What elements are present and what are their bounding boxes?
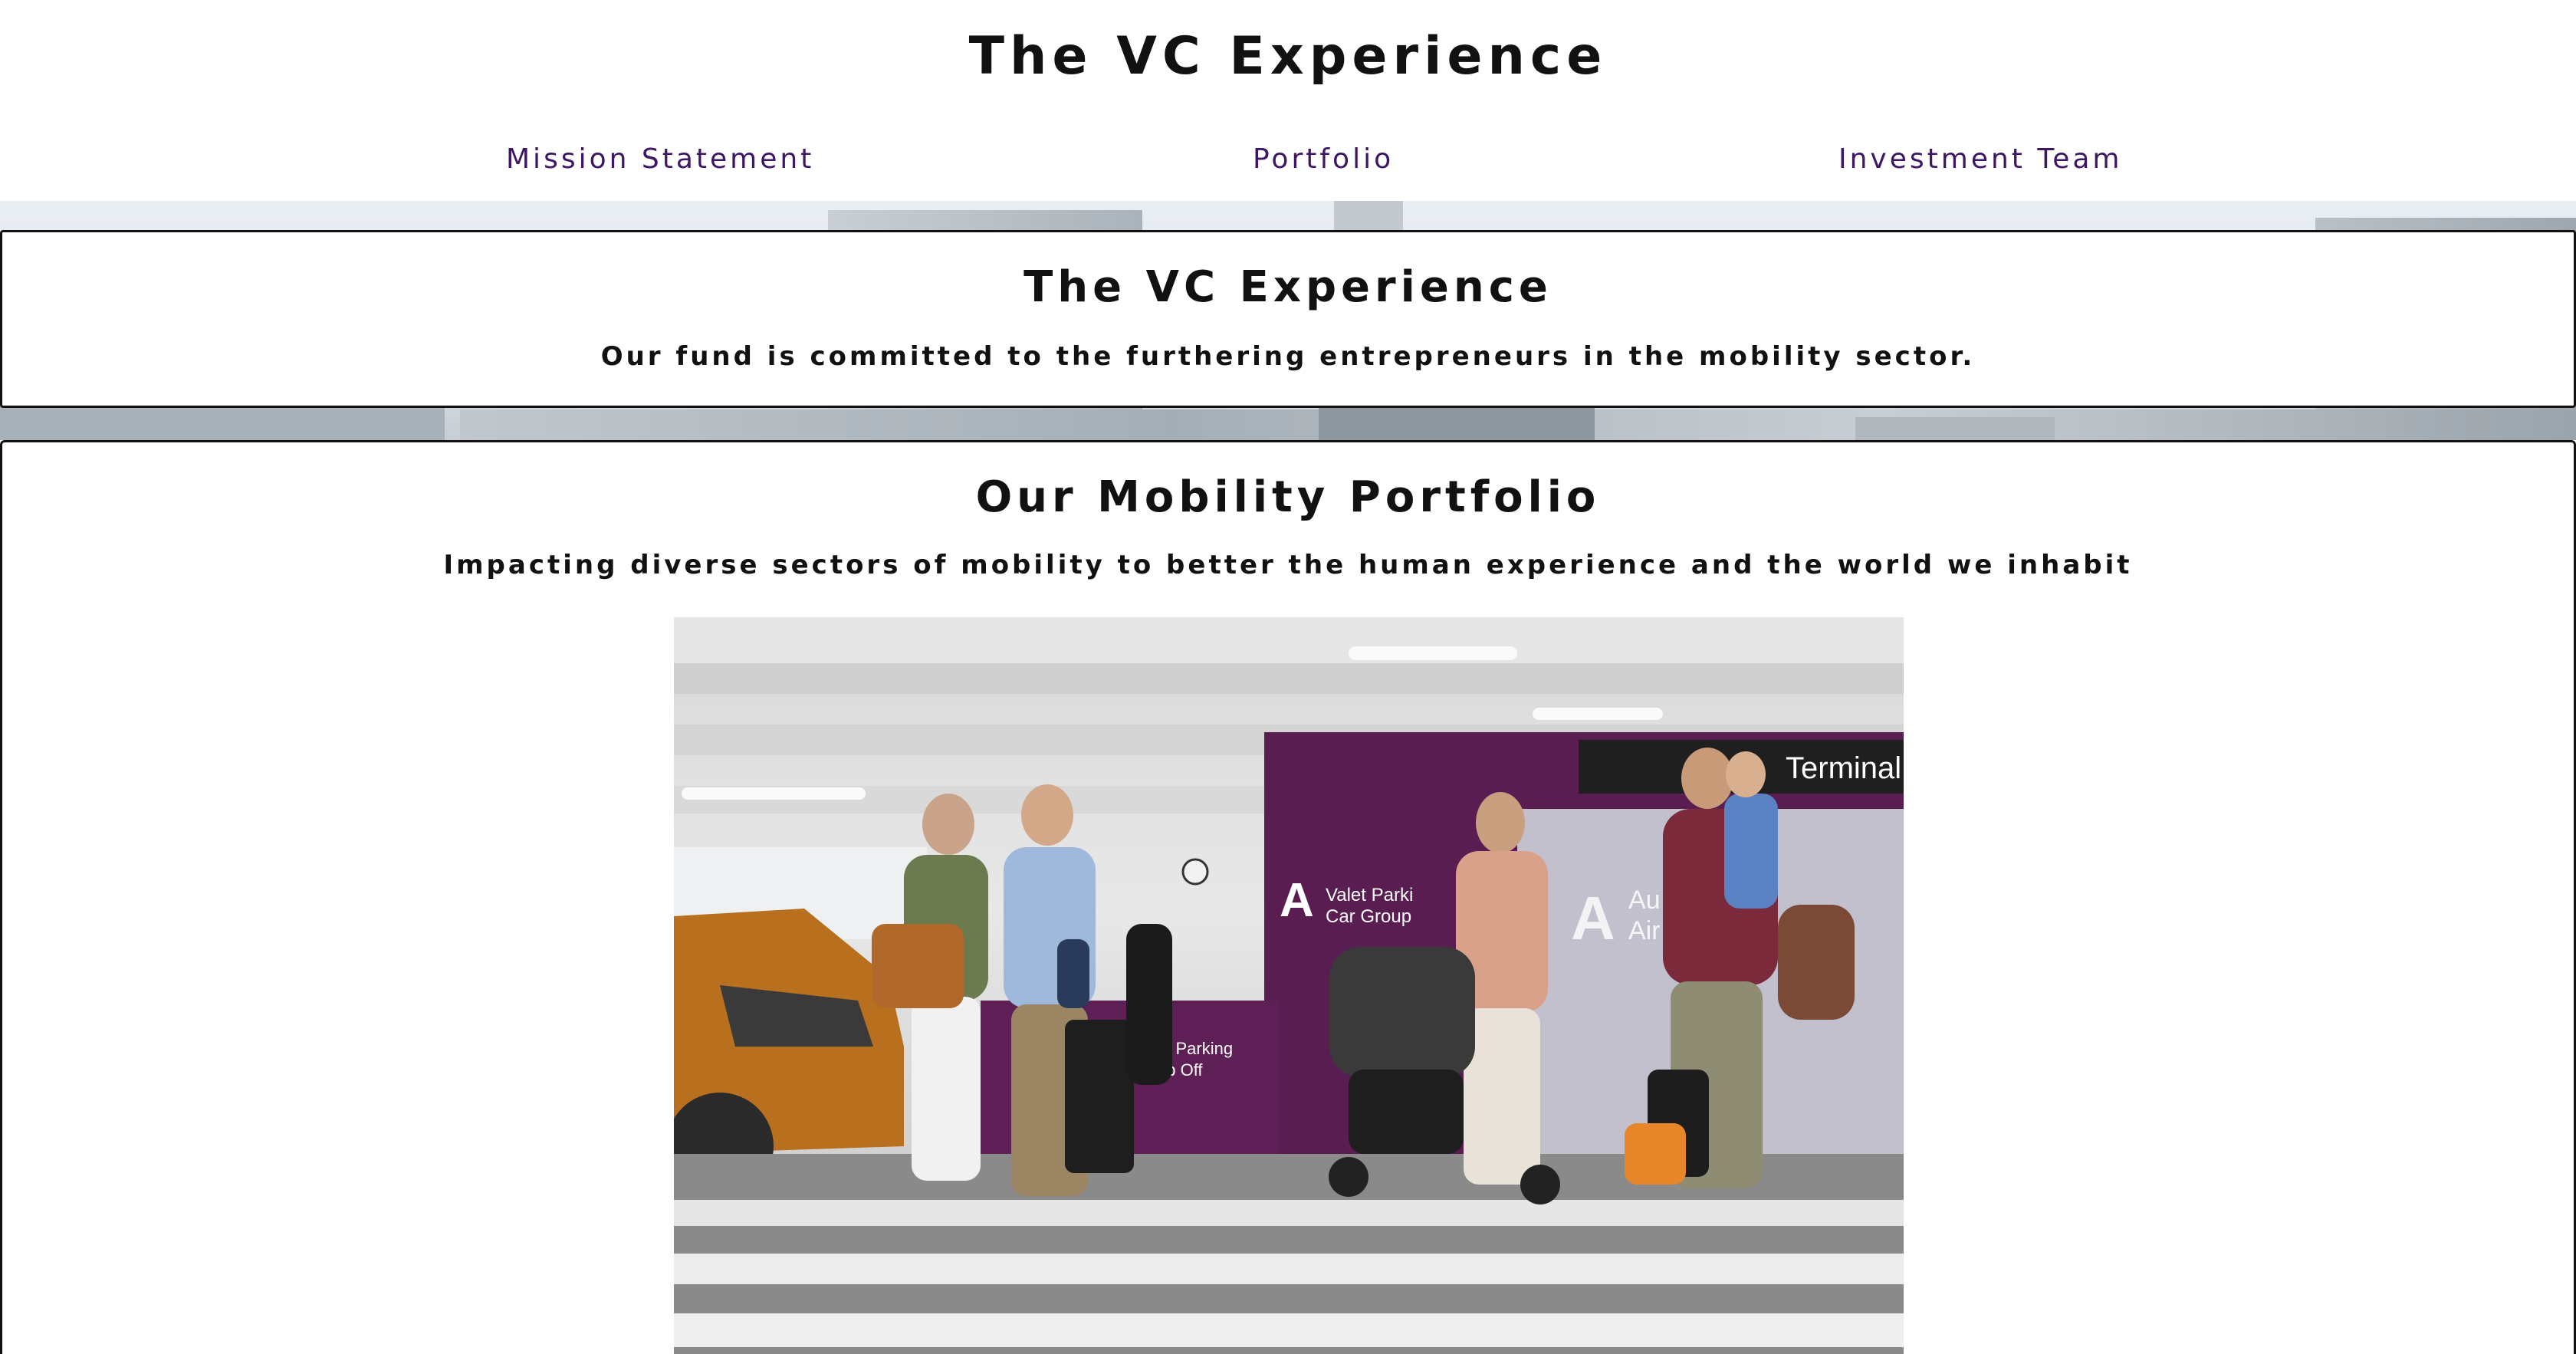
person-head [1681, 748, 1733, 809]
hero-card: The VC Experience Our fund is committed … [0, 230, 2576, 408]
airport-logo-icon: A [1571, 884, 1615, 952]
ceiling-beam [674, 663, 1904, 694]
building-shape [1319, 406, 1595, 440]
suitcase [1065, 1020, 1134, 1173]
valet-sign-text: Valet Parki [1326, 885, 1413, 905]
person-head [1021, 784, 1073, 846]
ceiling-light [1349, 646, 1517, 660]
duffel-bag [1778, 905, 1855, 1020]
valet-attendant [1057, 939, 1089, 1008]
person-legs [912, 997, 981, 1181]
child-head [1726, 751, 1766, 797]
portfolio-title: Our Mobility Portfolio [975, 472, 1601, 522]
portfolio-photo-airport-parking: Terminal A Valet Parki Car Group A Au Ai… [674, 617, 1904, 1354]
stroller [1329, 947, 1475, 1077]
crosswalk-stripe [674, 1200, 1904, 1226]
portfolio-section: Our Mobility Portfolio Impacting diverse… [0, 440, 2576, 1354]
main-nav: Mission Statement Portfolio Investment T… [0, 138, 2576, 184]
airport-sign-text: Au [1628, 886, 1661, 915]
person-head [922, 794, 974, 855]
nav-link-investment-team[interactable]: Investment Team [1838, 143, 2123, 175]
ceiling-light [1533, 708, 1663, 720]
stroller-wheel [1520, 1165, 1560, 1204]
terminal-sign-text: Terminal [1786, 751, 1901, 785]
stroller-basket [1349, 1070, 1464, 1154]
building-shape [0, 403, 445, 440]
airport-sign-subtext: Air [1628, 916, 1661, 945]
airport-scene-illustration: Terminal A Valet Parki Car Group A Au Ai… [674, 617, 1904, 1354]
ceiling-light [682, 787, 866, 800]
site-header: The VC Experience Mission Statement Port… [0, 0, 2576, 201]
site-title: The VC Experience [968, 26, 1608, 87]
valet-logo-icon: A [1280, 874, 1314, 927]
hero-mission-text: Our fund is committed to the furthering … [600, 341, 1976, 372]
car-grille [720, 985, 873, 1047]
stroller-wheel [1329, 1157, 1368, 1197]
person-head [1476, 792, 1525, 853]
portfolio-subtitle: Impacting diverse sectors of mobility to… [443, 550, 2133, 580]
valet-attendant [1126, 924, 1172, 1085]
hero-title: The VC Experience [1024, 262, 1552, 312]
person-torso [1456, 851, 1548, 1012]
person-legs [1464, 1008, 1540, 1185]
nav-link-portfolio[interactable]: Portfolio [1253, 143, 1395, 175]
handbag [872, 924, 964, 1008]
crosswalk-stripe [674, 1254, 1904, 1284]
crosswalk-stripe [674, 1313, 1904, 1347]
building-shape [1855, 417, 2055, 440]
ceiling [674, 617, 1904, 663]
people-group [872, 748, 1855, 1204]
kids-ride-on-suitcase [1625, 1123, 1686, 1185]
nav-link-mission-statement[interactable]: Mission Statement [506, 143, 815, 175]
clock-icon [1181, 858, 1209, 886]
child [1724, 794, 1778, 909]
valet-sign-subtext: Car Group [1326, 906, 1411, 927]
